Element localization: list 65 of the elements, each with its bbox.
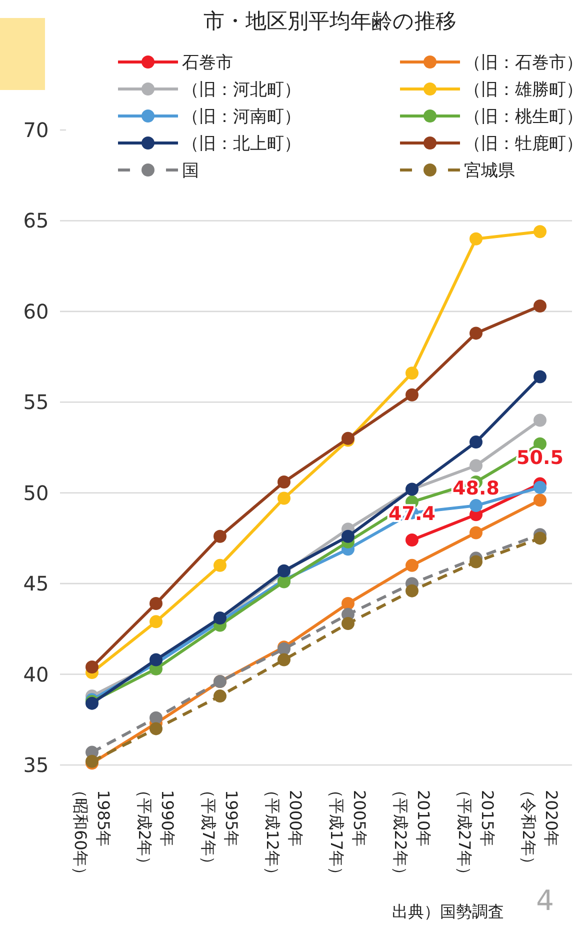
point: [278, 653, 290, 666]
point: [470, 232, 482, 246]
y-tick-label: 45: [23, 572, 49, 596]
point: [342, 616, 354, 630]
legend-label: （旧：北上町）: [182, 134, 301, 154]
point: [278, 492, 290, 505]
point: [406, 534, 418, 547]
data-label: 50.5: [516, 446, 564, 469]
point: [150, 597, 162, 610]
x-tick-label: 2015年（平成27年）: [455, 782, 497, 882]
x-tick-label: 2010年（平成22年）: [391, 782, 433, 882]
point: [406, 584, 418, 598]
x-tick-label: 1985年（昭和60年）: [71, 782, 113, 882]
point: [214, 690, 226, 703]
point: [150, 653, 162, 666]
point: [534, 370, 546, 384]
point: [534, 225, 546, 238]
x-tick-label: 2005年（平成17年）: [327, 782, 369, 882]
legend-label: （旧：河北町）: [182, 80, 301, 100]
y-tick-label: 40: [23, 662, 49, 686]
legend-label: （旧：牡鹿町）: [464, 134, 583, 154]
legend-label: （旧：河南町）: [182, 107, 301, 127]
source-note: 出典）国勢調査: [392, 902, 504, 921]
legend-label: （旧：桃生町）: [464, 107, 583, 127]
x-tick-label: 2020年（令和2年）: [519, 782, 561, 872]
point: [534, 414, 546, 427]
point: [214, 558, 226, 572]
y-tick-label: 65: [23, 208, 49, 233]
point: [406, 388, 418, 402]
y-tick-label: 70: [23, 118, 49, 142]
legend-label: （旧：石巻市）: [464, 53, 583, 73]
point: [534, 532, 546, 545]
point: [470, 436, 482, 449]
point: [470, 526, 482, 540]
text: 4: [536, 884, 554, 917]
y-tick-label: 60: [23, 299, 49, 324]
point: [150, 722, 162, 736]
point: [150, 711, 162, 724]
point: [534, 299, 546, 312]
point: [534, 494, 546, 507]
point: [470, 499, 482, 512]
point: [150, 615, 162, 628]
point: [534, 480, 546, 494]
y-tick-label: 55: [23, 390, 49, 414]
x-tick-label: 2000年（平成12年）: [263, 782, 305, 882]
point: [470, 326, 482, 340]
legend-label: 石巻市: [182, 53, 233, 73]
point: [406, 366, 418, 380]
point: [214, 530, 226, 543]
legend-label: 国: [182, 161, 199, 181]
chart-title: 市・地区別平均年齢の推移: [204, 9, 456, 33]
y-tick-label: 35: [23, 753, 49, 777]
point: [86, 660, 98, 674]
point: [278, 475, 290, 488]
point: [534, 437, 546, 450]
point: [470, 459, 482, 472]
y-tick-label: 50: [23, 480, 49, 505]
legend-label: 宮城県: [464, 161, 515, 181]
legend-label: （旧：雄勝町）: [464, 80, 583, 100]
point: [342, 530, 354, 543]
point: [406, 558, 418, 572]
x-tick-label: 1995年（平成7年）: [199, 782, 241, 872]
point: [342, 597, 354, 610]
x-tick-label: 1990年（平成2年）: [135, 782, 177, 872]
point: [470, 555, 482, 568]
